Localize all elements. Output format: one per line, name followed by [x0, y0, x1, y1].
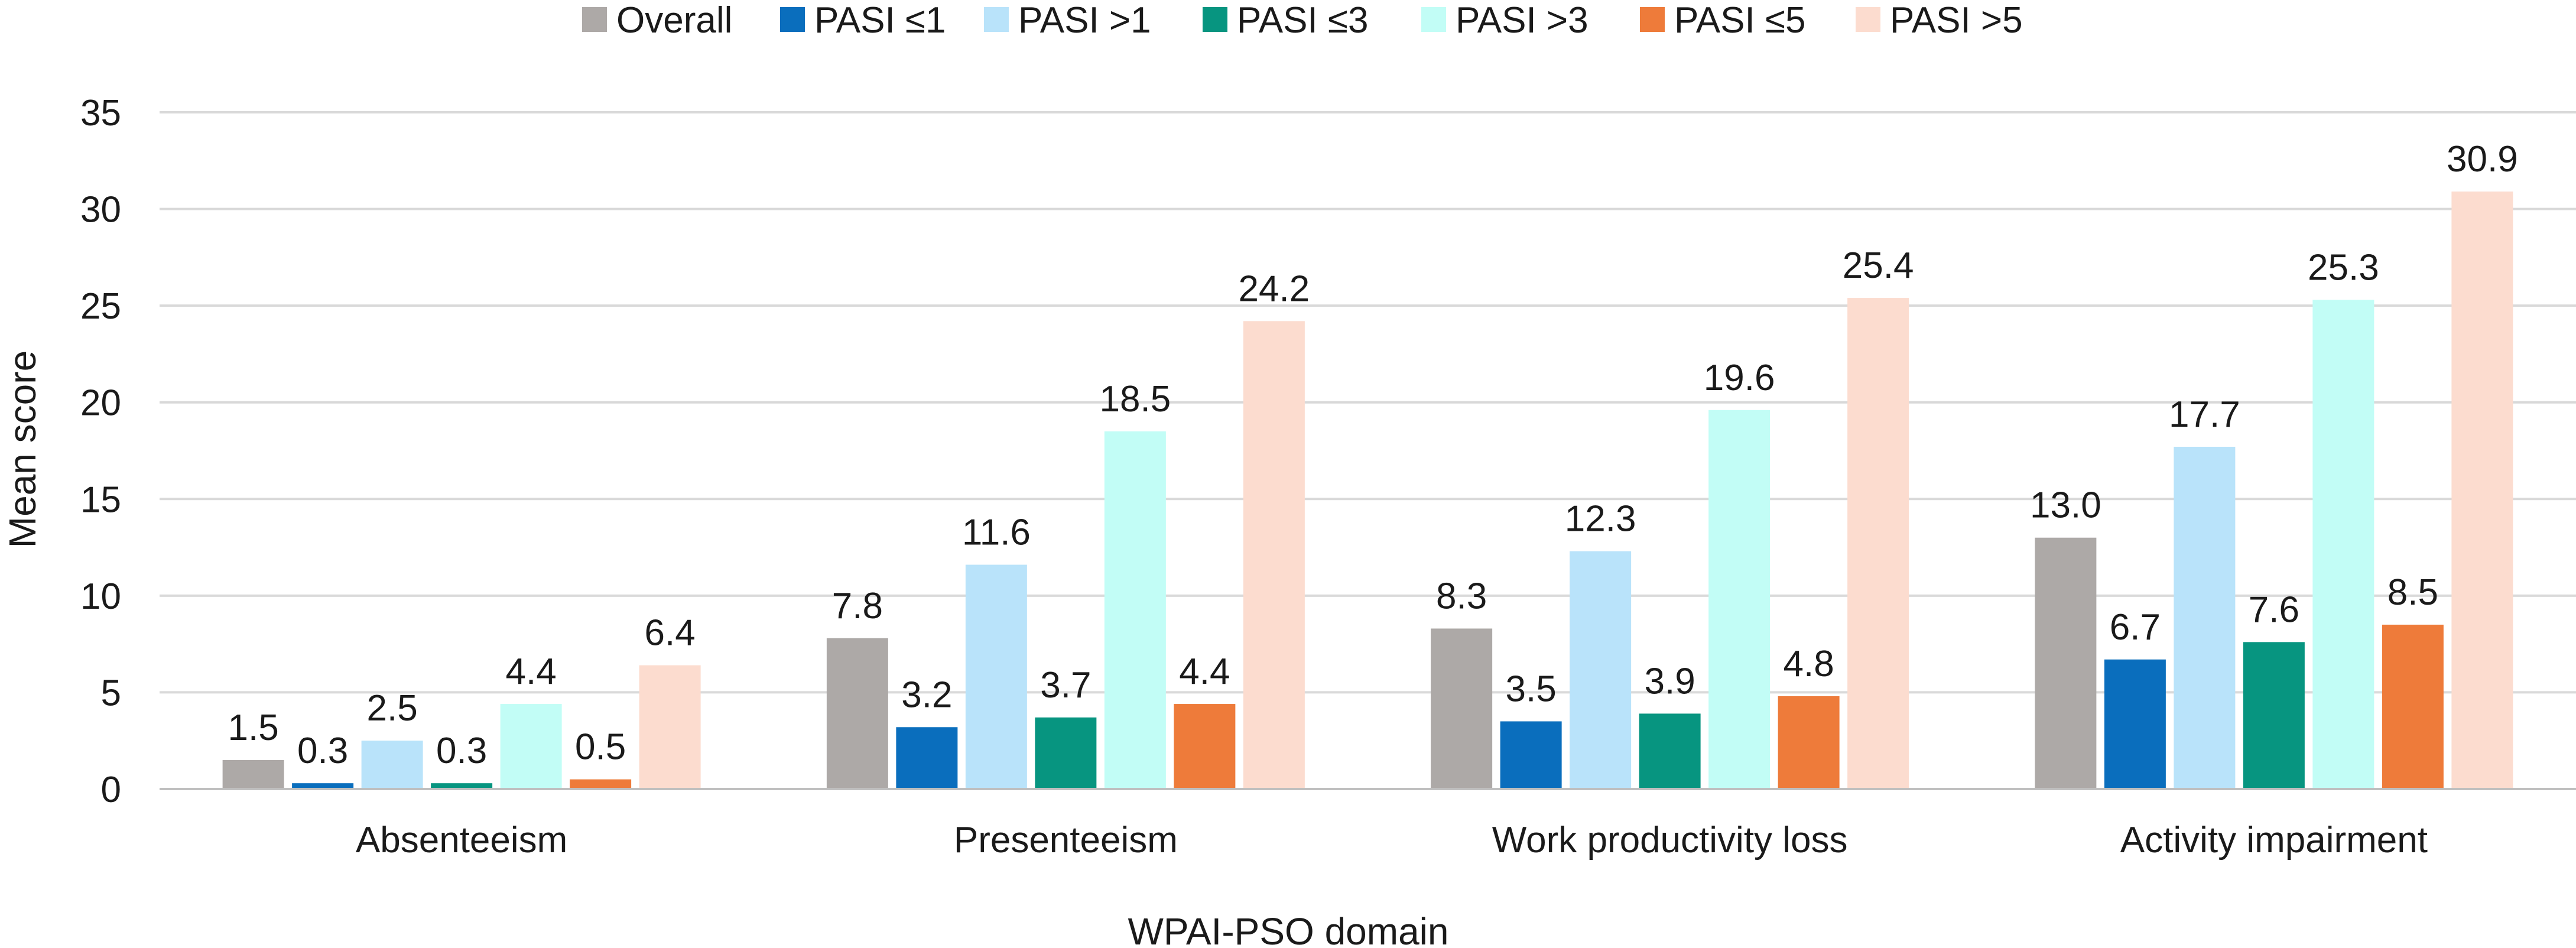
bar-absenteeism-pasi-le3 — [431, 783, 493, 789]
bar-work-productivity-loss-pasi-gt3 — [1708, 410, 1771, 789]
bar-presenteeism-pasi-le5 — [1174, 704, 1236, 789]
bar-work-productivity-loss-pasi-le5 — [1778, 696, 1840, 789]
bar-activity-impairment-pasi-le3 — [2243, 642, 2305, 789]
bar-presenteeism-overall — [826, 638, 888, 789]
x-axis-title: WPAI-PSO domain — [1128, 910, 1449, 948]
legend-label: PASI >5 — [1890, 0, 2023, 41]
legend-label: PASI ≤5 — [1674, 0, 1805, 41]
data-label: 3.2 — [901, 674, 952, 715]
y-axis-ticks: 0 5 10 15 20 25 30 35 — [80, 93, 121, 810]
legend-item-pasi-gt5: PASI >5 — [1856, 0, 2023, 41]
legend-label: PASI >3 — [1456, 0, 1589, 41]
bar-activity-impairment-pasi-gt5 — [2451, 191, 2513, 790]
legend-label: PASI ≤3 — [1237, 0, 1368, 41]
legend-item-pasi-le3: PASI ≤3 — [1203, 0, 1368, 41]
bar-activity-impairment-pasi-le1 — [2104, 659, 2166, 789]
data-label: 2.5 — [367, 688, 418, 729]
bar-presenteeism-pasi-le1 — [896, 727, 958, 789]
legend-swatch — [582, 7, 607, 32]
bar-activity-impairment-pasi-le5 — [2382, 624, 2444, 789]
x-tick-label-absenteeism: Absenteeism — [356, 820, 567, 861]
data-label: 25.4 — [1843, 245, 1914, 286]
data-label: 0.5 — [575, 727, 626, 768]
data-label: 25.3 — [2308, 247, 2379, 288]
x-tick-label-presenteeism: Presenteeism — [954, 820, 1178, 861]
y-tick-label: 10 — [80, 576, 121, 617]
data-label: 12.3 — [1565, 499, 1636, 540]
y-axis-title: Mean score — [1, 350, 44, 548]
legend: Overall PASI ≤1 PASI >1 PASI ≤3 PASI >3 PASI … — [582, 0, 2023, 41]
x-tick-label-activity-impairment: Activity impairment — [2120, 820, 2428, 861]
legend-item-overall: Overall — [582, 0, 732, 41]
y-tick-label: 0 — [101, 770, 121, 810]
data-label: 1.5 — [228, 707, 279, 748]
data-label: 4.4 — [1179, 651, 1230, 692]
bar-absenteeism-pasi-gt1 — [361, 741, 423, 789]
data-label: 3.7 — [1040, 665, 1091, 706]
data-label: 30.9 — [2447, 139, 2518, 180]
legend-swatch — [1640, 7, 1665, 32]
data-label: 8.5 — [2387, 572, 2438, 613]
data-label: 4.8 — [1784, 644, 1834, 684]
bar-work-productivity-loss-pasi-gt1 — [1570, 551, 1632, 789]
bar-presenteeism-pasi-gt1 — [965, 564, 1027, 789]
data-label: 3.9 — [1645, 661, 1695, 702]
bar-absenteeism-overall — [222, 759, 284, 789]
legend-item-pasi-gt1: PASI >1 — [984, 0, 1151, 41]
data-label: 4.4 — [506, 651, 557, 692]
legend-swatch — [1856, 7, 1880, 32]
gridlines — [160, 111, 2576, 694]
data-label: 7.6 — [2249, 589, 2299, 630]
bars — [222, 191, 2513, 790]
data-label: 6.4 — [645, 613, 696, 654]
legend-swatch — [780, 7, 805, 32]
bar-work-productivity-loss-pasi-le1 — [1500, 721, 1562, 789]
legend-item-pasi-gt3: PASI >3 — [1421, 0, 1589, 41]
x-tick-label-work-productivity-loss: Work productivity loss — [1492, 820, 1848, 861]
data-label: 0.3 — [436, 731, 487, 771]
y-tick-label: 5 — [101, 673, 121, 713]
data-label: 8.3 — [1436, 576, 1487, 616]
bar-work-productivity-loss-overall — [1431, 628, 1493, 789]
bar-presenteeism-pasi-gt5 — [1243, 321, 1305, 789]
bar-presenteeism-pasi-le3 — [1035, 717, 1097, 789]
data-label: 6.7 — [2110, 607, 2161, 648]
data-label: 13.0 — [2030, 485, 2101, 526]
legend-item-pasi-le1: PASI ≤1 — [780, 0, 946, 41]
bar-work-productivity-loss-pasi-gt5 — [1847, 298, 1909, 789]
legend-swatch — [1421, 7, 1446, 32]
legend-label: PASI >1 — [1018, 0, 1151, 41]
y-tick-label: 20 — [80, 383, 121, 424]
legend-label: Overall — [616, 0, 732, 41]
bar-activity-impairment-overall — [2035, 537, 2097, 789]
y-tick-label: 25 — [80, 286, 121, 327]
bar-absenteeism-pasi-gt3 — [500, 704, 562, 789]
bar-presenteeism-pasi-gt3 — [1104, 431, 1166, 789]
data-label: 17.7 — [2169, 394, 2240, 435]
data-label: 3.5 — [1506, 669, 1557, 710]
data-label: 24.2 — [1239, 268, 1310, 309]
data-label: 11.6 — [962, 512, 1031, 553]
legend-label: PASI ≤1 — [814, 0, 946, 41]
y-tick-label: 35 — [80, 93, 121, 134]
data-label: 18.5 — [1100, 379, 1171, 420]
bar-absenteeism-pasi-le1 — [292, 783, 354, 789]
legend-swatch — [984, 7, 1009, 32]
data-label: 0.3 — [297, 731, 348, 771]
y-tick-label: 15 — [80, 479, 121, 520]
bar-absenteeism-pasi-gt5 — [639, 665, 701, 789]
data-labels: 1.5 0.3 2.5 0.3 4.4 0.5 6.4 7.8 3.2 11.6 3.7 18.5 4.… — [228, 139, 2518, 771]
data-label: 19.6 — [1704, 358, 1775, 398]
data-label: 7.8 — [832, 586, 883, 626]
legend-item-pasi-le5: PASI ≤5 — [1640, 0, 1805, 41]
bar-work-productivity-loss-pasi-le3 — [1639, 713, 1701, 789]
bar-activity-impairment-pasi-gt3 — [2312, 300, 2374, 789]
bar-absenteeism-pasi-le5 — [570, 779, 632, 789]
bar-activity-impairment-pasi-gt1 — [2174, 446, 2236, 789]
y-tick-label: 30 — [80, 190, 121, 230]
legend-swatch — [1203, 7, 1227, 32]
x-axis-categories: Absenteeism Presenteeism Work productivity… — [356, 820, 2428, 861]
